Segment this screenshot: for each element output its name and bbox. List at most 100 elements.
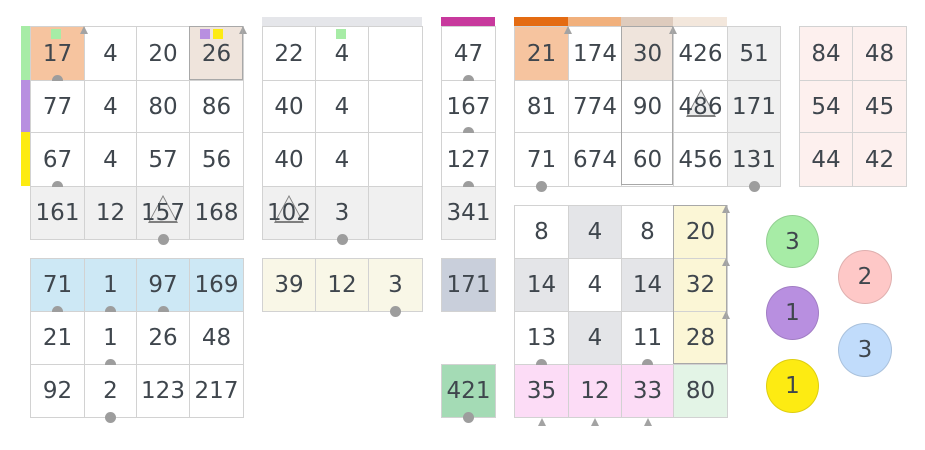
grid-cell[interactable]: 57 [137,133,190,187]
dot-icon [157,234,169,245]
green-marker-icon [336,29,346,39]
grid-cell[interactable]: 56 [190,133,244,187]
grid-cell[interactable]: 86 [190,81,244,133]
grid-cell[interactable]: 40 [263,133,316,187]
grid-cell[interactable]: 12 [85,187,137,240]
grid-cell[interactable]: 774 [569,81,622,133]
grid-cell[interactable]: 4 [85,81,137,133]
grid-cell[interactable]: 168 [190,187,244,240]
grid-cell[interactable]: 4 [569,312,622,365]
linen-bar [673,17,727,26]
grid-cell[interactable]: 22 [263,27,316,81]
grid-cell[interactable]: 77 [31,81,85,133]
number-disc[interactable]: 3 [838,323,892,377]
grid-cell[interactable]: 44 [800,133,853,187]
grid-cell[interactable]: 12 [569,365,622,426]
puzzle-grid-i: 421 [441,364,496,423]
triangle-icon [80,26,88,34]
number-disc[interactable]: 1 [766,286,819,340]
grid-cell[interactable]: 32 [674,259,728,312]
grid-cell[interactable] [369,187,423,240]
grid-cell[interactable]: 80 [674,365,728,418]
grid-cell[interactable]: 97 [137,259,190,317]
grid-cell[interactable]: 421 [442,365,496,423]
grid-cell[interactable]: 28 [674,312,728,365]
grid-cell[interactable]: 92 [31,365,85,418]
grid-cell[interactable]: 4 [85,133,137,187]
grid-cell[interactable]: 35 [515,365,569,426]
grid-cell[interactable]: 2 [85,365,137,423]
grid-cell[interactable]: 161 [31,187,85,240]
dot-icon [642,359,653,370]
grid-cell[interactable]: 8 [622,206,674,259]
triangle-icon [537,418,546,426]
grid-cell[interactable]: 1 [85,312,137,370]
grid-cell[interactable]: 80 [137,81,190,133]
grid-cell[interactable]: 45 [853,81,907,133]
grid-cell[interactable]: 26 [190,27,244,81]
number-disc[interactable]: 2 [838,250,892,304]
grid-cell[interactable]: 20 [674,206,728,259]
grid-cell[interactable]: 81 [515,81,569,133]
grid-cell[interactable]: 171 [442,259,496,312]
grid-cell[interactable]: 426 [674,27,728,81]
number-disc[interactable]: 3 [766,215,819,268]
grid-cell[interactable]: 42 [853,133,907,187]
grid-cell[interactable]: 30 [622,27,674,81]
grid-cell[interactable]: 47 [442,27,496,86]
grid-cell[interactable]: 456 [674,133,728,187]
grid-cell[interactable]: 341 [442,187,496,240]
grid-cell[interactable]: 102 [263,187,316,240]
grid-cell[interactable]: 67 [31,133,85,192]
grid-cell[interactable]: 14 [515,259,569,312]
grid-cell[interactable]: 21 [31,312,85,365]
grid-cell[interactable]: 171 [728,81,781,133]
grid-cell[interactable]: 12 [316,259,369,312]
grid-cell[interactable]: 17 [31,27,85,86]
grid-cell[interactable]: 54 [800,81,853,133]
grid-cell[interactable]: 11 [622,312,674,370]
grid-cell[interactable]: 14 [622,259,674,312]
grid-cell[interactable]: 174 [569,27,622,81]
grid-cell[interactable]: 8 [515,206,569,259]
dot-icon [105,359,116,370]
grid-cell[interactable]: 3 [369,259,423,317]
grid-cell[interactable]: 21 [515,27,569,81]
grid-cell[interactable]: 26 [137,312,190,365]
grid-cell[interactable]: 51 [728,27,781,81]
grid-cell[interactable]: 4 [316,81,369,133]
grid-cell[interactable]: 131 [728,133,781,192]
grid-cell[interactable]: 90 [622,81,674,133]
grid-cell[interactable]: 71 [515,133,569,192]
grid-cell[interactable]: 674 [569,133,622,187]
grid-cell[interactable]: 1 [85,259,137,317]
grid-cell[interactable]: 33 [622,365,674,426]
grid-cell[interactable]: 48 [853,27,907,81]
grid-cell[interactable]: 486 [674,81,728,133]
grid-cell[interactable]: 60 [622,133,674,187]
grid-cell[interactable]: 40 [263,81,316,133]
grid-cell[interactable] [369,27,423,81]
grid-cell[interactable]: 4 [316,133,369,187]
grid-cell[interactable]: 13 [515,312,569,370]
grid-cell[interactable]: 3 [316,187,369,245]
grid-cell[interactable]: 157 [137,187,190,245]
grid-cell[interactable]: 127 [442,133,496,192]
grid-cell[interactable] [369,133,423,187]
grid-cell[interactable] [369,81,423,133]
grid-cell[interactable]: 48 [190,312,244,365]
grid-cell[interactable]: 167 [442,81,496,138]
grid-cell[interactable]: 20 [137,27,190,81]
green-marker-icon [51,29,61,39]
grid-cell[interactable]: 71 [31,259,85,317]
grid-cell[interactable]: 4 [569,206,622,259]
grid-cell[interactable]: 4 [569,259,622,312]
number-disc[interactable]: 1 [766,359,819,413]
grid-cell[interactable]: 39 [263,259,316,312]
grid-cell[interactable]: 4 [85,27,137,81]
grid-cell[interactable]: 4 [316,27,369,81]
grid-cell[interactable]: 84 [800,27,853,81]
grid-cell[interactable]: 123 [137,365,190,418]
grid-cell[interactable]: 217 [190,365,244,418]
grid-cell[interactable]: 169 [190,259,244,312]
